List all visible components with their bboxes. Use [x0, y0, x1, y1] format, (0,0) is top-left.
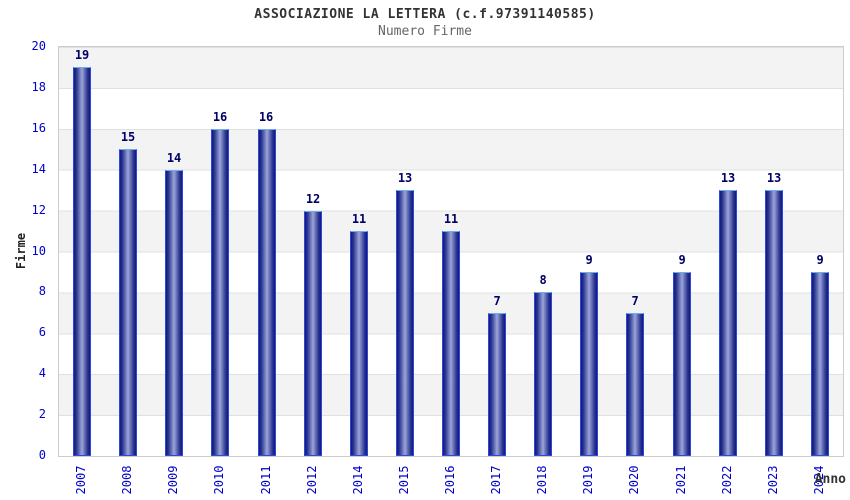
- bar-2023: [765, 190, 783, 456]
- x-tick-label: 2023: [766, 465, 780, 495]
- bar-value-label: 16: [258, 110, 274, 124]
- x-tick-label: 2014: [351, 465, 365, 495]
- y-tick-label: 2: [38, 407, 46, 422]
- bar-value-label: 16: [212, 110, 228, 124]
- x-tick-label: 2019: [581, 465, 595, 495]
- x-tick-label: 2008: [120, 465, 134, 495]
- bar-value-label: 11: [443, 212, 459, 226]
- bar-2020: [626, 313, 644, 456]
- y-tick-label: 16: [31, 120, 46, 135]
- bar-value-label: 15: [120, 130, 136, 144]
- bar-2016: [442, 231, 460, 456]
- bar-2018: [534, 292, 552, 456]
- y-tick-label: 14: [31, 161, 46, 176]
- bar-2022: [719, 190, 737, 456]
- x-tick-label: 2017: [489, 465, 503, 495]
- x-tick-label: 2016: [443, 465, 457, 495]
- x-tick-label: 2020: [627, 465, 641, 495]
- bar-value-label: 19: [74, 48, 90, 62]
- bar-2015: [396, 190, 414, 456]
- x-axis: 2007 2008 2009 2010 2011 2012 2014 2015 2016 2017…: [58, 456, 842, 500]
- y-tick-label: 10: [31, 243, 46, 258]
- bar-value-label: 7: [493, 294, 501, 308]
- bar-value-label: 9: [678, 253, 686, 267]
- bar-2012: [304, 211, 322, 456]
- y-tick-label: 0: [38, 448, 46, 462]
- bar-value-label: 9: [585, 253, 593, 267]
- bar-value-label: 12: [305, 192, 321, 206]
- bar-value-label: 7: [631, 294, 639, 308]
- x-tick-label: 2010: [212, 465, 226, 495]
- x-tick-label: 2007: [74, 465, 88, 495]
- bar-2008: [119, 149, 137, 456]
- y-axis-title: Firme: [14, 232, 28, 270]
- x-axis-title: Anno: [814, 472, 846, 487]
- y-axis: 0 2 4 6 8 10 12 14 16 18 20: [0, 39, 50, 462]
- y-tick-label: 4: [38, 366, 46, 381]
- y-tick-label: 18: [31, 79, 46, 94]
- x-tick-label: 2009: [166, 465, 180, 495]
- bar-2024: [811, 272, 829, 456]
- x-tick-label: 2018: [535, 465, 549, 495]
- bar-value-label: 13: [397, 171, 413, 185]
- bar-2011: [258, 129, 276, 456]
- plot-area: 19 15 14 16 16 12 11 13 11 7 8 9 7 9 13 13 9: [58, 46, 844, 457]
- x-tick-label: 2021: [674, 465, 688, 495]
- bar-2007: [73, 67, 91, 456]
- y-tick-label: 8: [38, 284, 46, 299]
- bar-2009: [165, 170, 183, 456]
- bar-value-label: 11: [351, 212, 367, 226]
- bar-value-label: 8: [539, 273, 547, 287]
- chart-subtitle: Numero Firme: [378, 24, 472, 39]
- bar-2010: [211, 129, 229, 456]
- x-tick-label: 2012: [305, 465, 319, 495]
- x-tick-label: 2022: [720, 465, 734, 495]
- bar-2017: [488, 313, 506, 456]
- y-tick-label: 12: [31, 202, 46, 217]
- bar-2014: [350, 231, 368, 456]
- y-tick-label: 20: [31, 39, 46, 53]
- bar-value-label: 13: [766, 171, 782, 185]
- y-tick-label: 6: [38, 325, 46, 340]
- bar-value-label: 14: [166, 151, 182, 165]
- bar-value-label: 9: [816, 253, 824, 267]
- x-tick-label: 2015: [397, 465, 411, 495]
- bar-2021: [673, 272, 691, 456]
- chart-title: ASSOCIAZIONE LA LETTERA (c.f.97391140585…: [254, 7, 596, 22]
- bar-value-label: 13: [720, 171, 736, 185]
- bar-2019: [580, 272, 598, 456]
- x-tick-label: 2011: [259, 465, 273, 495]
